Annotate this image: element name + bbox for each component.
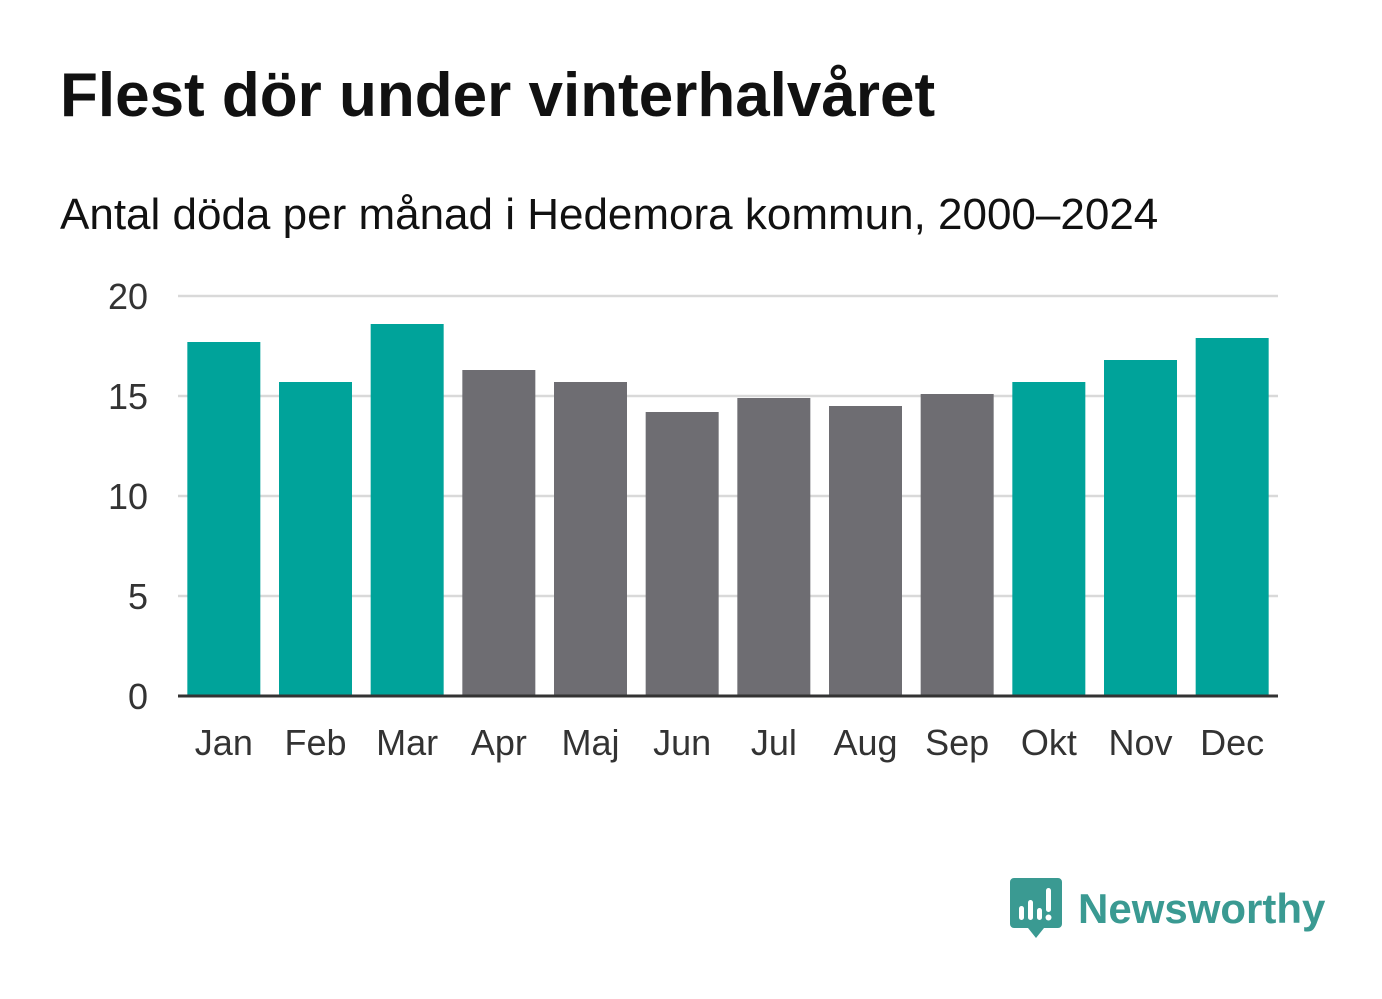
x-tick-label: Jan [195,722,253,763]
bar-maj [554,382,627,696]
bar-jul [737,398,811,696]
chart-title: Flest dör under vinterhalvåret [60,61,936,130]
y-tick-label: 0 [128,676,148,717]
x-tick-label: Aug [833,722,897,763]
x-tick-label: Mar [376,722,438,763]
newsworthy-logo-icon [1010,878,1062,938]
x-tick-label: Nov [1108,722,1172,763]
y-tick-label: 15 [108,376,148,417]
bar-dec [1195,338,1269,696]
y-tick-label: 5 [128,576,148,617]
x-tick-label: Okt [1021,722,1077,763]
x-tick-label: Feb [284,722,346,763]
bar-nov [1104,360,1177,696]
brand-logo: Newsworthy [1010,878,1325,940]
x-tick-label: Jun [653,722,711,763]
chart-subtitle: Antal döda per månad i Hedemora kommun, … [60,190,1159,239]
x-tick-label: Sep [925,722,989,763]
bar-jun [645,412,719,696]
x-tick-label: Dec [1200,722,1264,763]
bar-aug [829,406,902,696]
bar-mar [370,324,444,696]
x-tick-label: Jul [751,722,797,763]
brand-name: Newsworthy [1078,885,1326,932]
bar-okt [1012,382,1086,696]
bar-apr [462,370,536,696]
bar-jan [187,342,261,696]
y-tick-label: 10 [108,476,148,517]
x-tick-label: Maj [561,722,619,763]
y-tick-label: 20 [108,276,148,317]
bar-sep [920,394,994,696]
bar-feb [279,382,352,696]
x-tick-label: Apr [471,722,527,763]
